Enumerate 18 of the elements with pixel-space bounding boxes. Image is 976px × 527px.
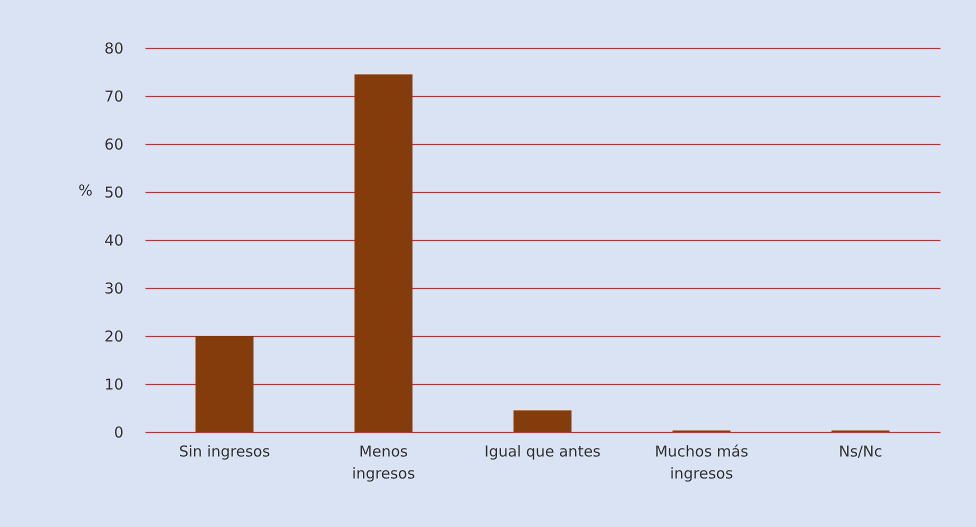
bar xyxy=(196,336,254,432)
y-tick-label: 0 xyxy=(114,424,124,442)
y-tick-label: 40 xyxy=(104,232,124,250)
y-tick-label: 30 xyxy=(104,280,124,298)
bar xyxy=(514,410,572,432)
y-tick-label: 10 xyxy=(104,376,124,394)
y-tick-label: 50 xyxy=(104,184,124,202)
y-tick-label: 60 xyxy=(104,136,124,154)
y-tick-label: 80 xyxy=(104,40,124,58)
x-tick-label: Ns/Nc xyxy=(838,442,882,460)
x-tick-label: Muchos más ingresos xyxy=(654,442,748,482)
y-tick-label: 20 xyxy=(104,328,124,346)
x-tick-label: Menos ingresos xyxy=(352,442,416,482)
y-axis-title: % xyxy=(78,182,93,200)
y-tick-label: 70 xyxy=(104,88,124,106)
x-tick-label: Igual que antes xyxy=(484,442,601,460)
x-tick-label: Sin ingresos xyxy=(178,442,270,460)
bar xyxy=(354,74,412,432)
